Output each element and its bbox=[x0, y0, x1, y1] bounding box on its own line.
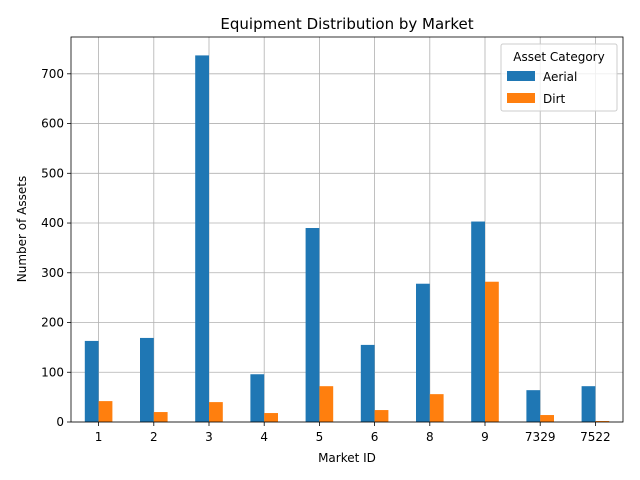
y-axis-label: Number of Assets bbox=[15, 176, 29, 282]
bar-aerial-8 bbox=[416, 283, 430, 422]
legend-title: Asset Category bbox=[513, 50, 604, 64]
bar-aerial-7329 bbox=[526, 390, 541, 422]
bar-dirt-5 bbox=[319, 386, 334, 422]
bar-dirt-9 bbox=[485, 281, 499, 422]
y-tick-label: 100 bbox=[41, 365, 64, 379]
legend-label-dirt: Dirt bbox=[543, 92, 566, 106]
x-tick-label: 7329 bbox=[525, 430, 556, 444]
bar-aerial-4 bbox=[250, 374, 265, 422]
bar-dirt-2 bbox=[153, 412, 168, 422]
bar-dirt-1 bbox=[98, 401, 113, 422]
bar-dirt-6 bbox=[374, 410, 389, 422]
x-tick-label: 9 bbox=[481, 430, 489, 444]
bar-aerial-7522 bbox=[581, 386, 596, 422]
bar-aerial-5 bbox=[305, 228, 320, 422]
bar-dirt-8 bbox=[429, 394, 444, 422]
plot-frame bbox=[70, 36, 624, 423]
x-tick-label: 3 bbox=[205, 430, 213, 444]
bars bbox=[84, 55, 610, 423]
y-tick-label: 200 bbox=[41, 316, 64, 330]
y-tick-label: 500 bbox=[41, 166, 64, 180]
y-tick-label: 400 bbox=[41, 216, 64, 230]
x-tick-label: 8 bbox=[426, 430, 434, 444]
y-tick-label: 0 bbox=[56, 415, 64, 429]
x-tick-label: 1 bbox=[95, 430, 103, 444]
axis-ticks: 0 100 200 300 400 500 600 700 1 2 3 4 5 6 8 9 7329 7522 bbox=[41, 67, 611, 444]
bar-aerial-1 bbox=[84, 340, 99, 422]
x-axis-label: Market ID bbox=[318, 451, 376, 465]
legend: Asset Category Aerial Dirt bbox=[500, 43, 618, 112]
x-tick-label: 5 bbox=[316, 430, 324, 444]
bar-dirt-7522 bbox=[595, 421, 610, 422]
bar-aerial-6 bbox=[360, 344, 375, 422]
bar-aerial-9 bbox=[471, 221, 485, 422]
chart-title: Equipment Distribution by Market bbox=[220, 15, 473, 33]
y-tick-label: 700 bbox=[41, 67, 64, 81]
bar-dirt-7329 bbox=[540, 415, 554, 422]
legend-label-aerial: Aerial bbox=[543, 70, 577, 84]
y-tick-label: 600 bbox=[41, 117, 64, 131]
bar-dirt-4 bbox=[264, 413, 278, 422]
bar-aerial-2 bbox=[140, 337, 154, 422]
x-tick-label: 4 bbox=[260, 430, 268, 444]
x-tick-label: 2 bbox=[150, 430, 158, 444]
legend-swatch-dirt bbox=[507, 93, 535, 103]
y-tick-label: 300 bbox=[41, 266, 64, 280]
bar-aerial-3 bbox=[195, 55, 209, 423]
bar-dirt-3 bbox=[209, 402, 223, 422]
x-tick-label: 7522 bbox=[580, 430, 611, 444]
x-tick-label: 6 bbox=[371, 430, 379, 444]
legend-swatch-aerial bbox=[507, 71, 535, 81]
